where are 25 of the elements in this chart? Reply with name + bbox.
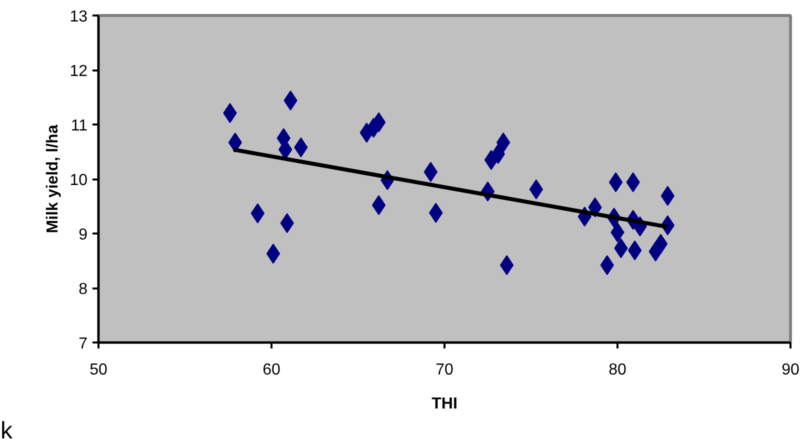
y-tick-label: 11 (70, 118, 88, 134)
y-tick-label: 12 (70, 63, 88, 80)
point (608, 172, 623, 192)
x-tick-label: 80 (608, 362, 626, 378)
x-tick-label: 50 (90, 362, 108, 378)
y-tick-label: 10 (70, 172, 88, 189)
point (496, 132, 510, 152)
point (628, 240, 642, 260)
x-axis-title: THI (432, 396, 458, 412)
x-tick-label: 70 (436, 362, 454, 378)
point (654, 234, 668, 254)
y-tick-label: 13 (70, 8, 88, 26)
point (228, 132, 242, 152)
y-tick-label: 9 (78, 226, 88, 244)
y-tick-label: 8 (78, 281, 88, 298)
point (529, 179, 544, 200)
text: k (0, 418, 14, 444)
point (500, 255, 514, 276)
x-tick-label: 90 (782, 362, 800, 378)
y-tick-label: 7 (78, 336, 88, 352)
point (660, 186, 675, 206)
y-axis-title: Milk yield, l/ha (44, 124, 62, 234)
point (372, 195, 386, 216)
x-tick-label: 60 (262, 362, 280, 378)
point (266, 244, 280, 264)
